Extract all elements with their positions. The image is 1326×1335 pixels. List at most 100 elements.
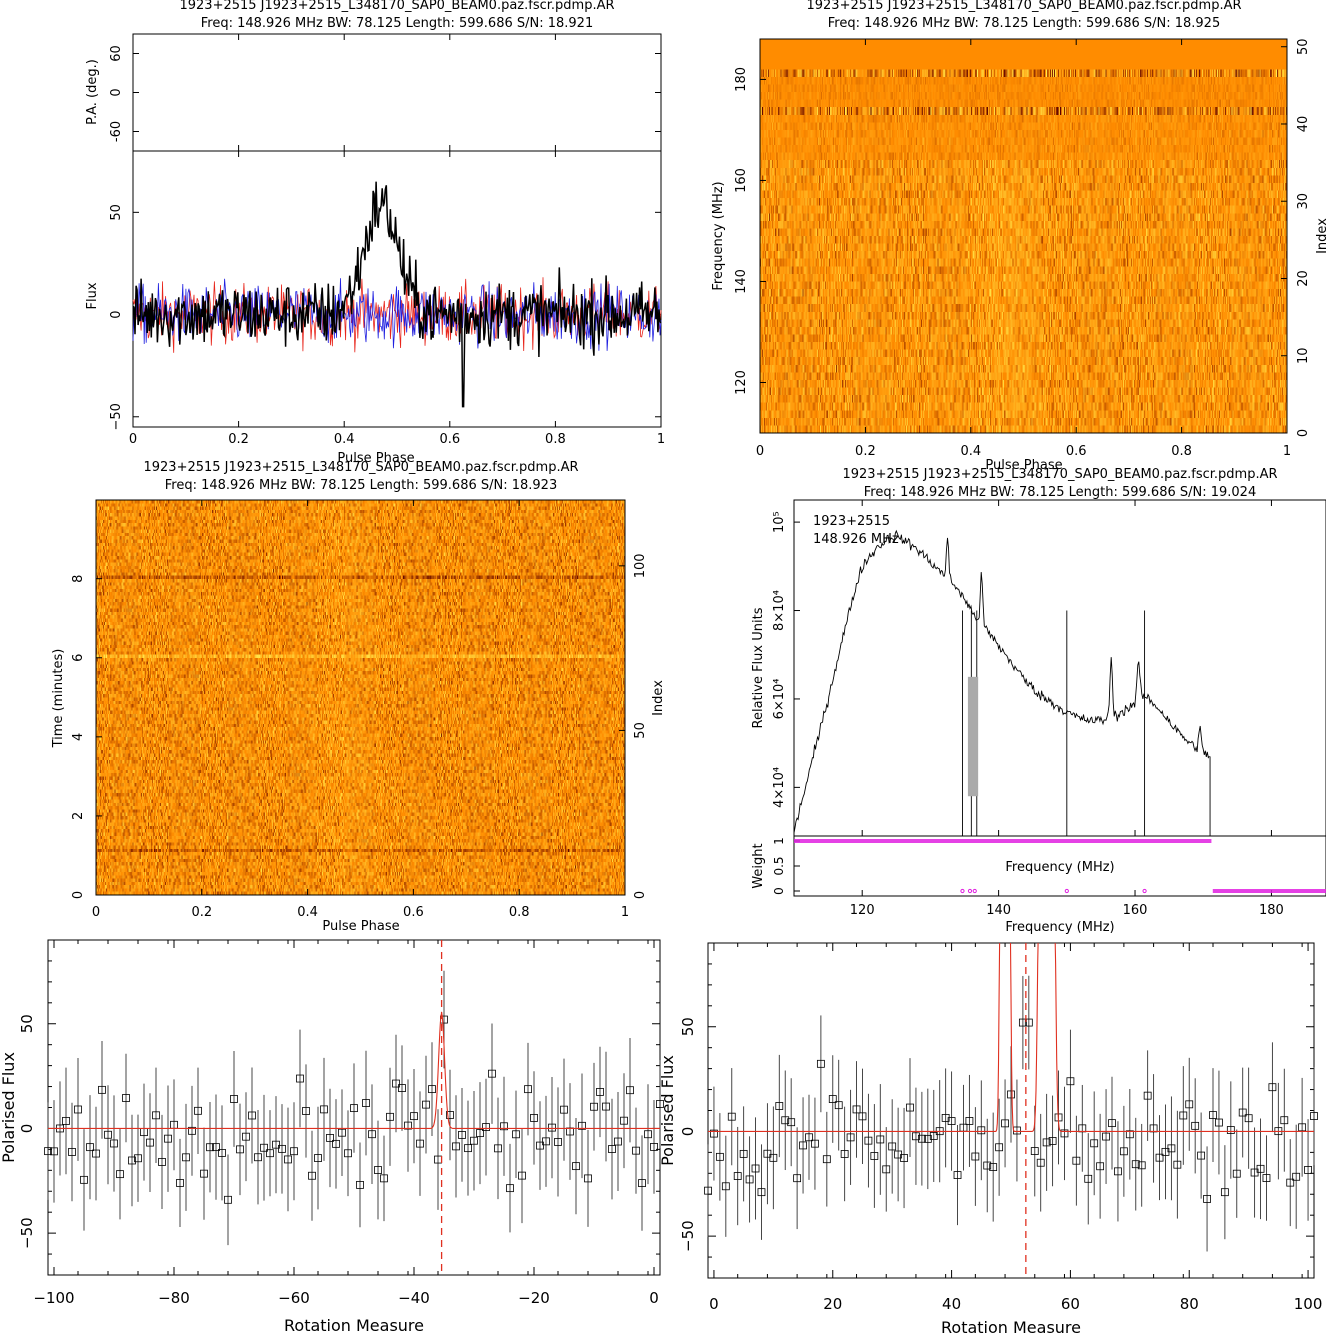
rm-negative-point	[548, 1123, 556, 1132]
rm-positive-point	[977, 1126, 986, 1135]
freq-phase-index-label: 50	[1296, 38, 1311, 55]
rm-negative-point	[380, 1174, 388, 1183]
time-phase-heatmap-image	[96, 500, 625, 895]
rm-positive-point	[721, 1182, 730, 1191]
rm-positive-point	[1042, 1138, 1051, 1147]
weights-ytick-label: 1	[772, 837, 786, 845]
weights-zero-point	[967, 888, 973, 894]
rm-positive-point	[1084, 1174, 1093, 1183]
rm-positive-point	[1096, 1162, 1105, 1171]
rm-positive-point	[870, 1152, 879, 1160]
freq-phase-subtitle: Freq: 148.926 MHz BW: 78.125 Length: 599…	[828, 16, 1220, 31]
freq-phase-xtick-label: 0.2	[855, 444, 876, 459]
rm-negative-point	[128, 1156, 136, 1165]
rm-positive-point	[727, 1112, 736, 1121]
rm-positive-point	[733, 1172, 742, 1180]
rm-negative-point	[314, 1154, 322, 1162]
rm-negative-panel: −100 −80 −60 −40 −20 0 −50 0 50 Polarised Flux Rot…	[0, 939, 664, 1335]
weights-ones-band	[794, 839, 1212, 843]
time-phase-xtick-label: 0.8	[509, 905, 530, 920]
rm-positive-point	[906, 1103, 914, 1112]
rm-positive-point	[1125, 1130, 1134, 1139]
rm-positive-point	[929, 1132, 938, 1140]
rm-positive-point	[965, 1117, 974, 1125]
rm-negative-point	[266, 1149, 274, 1158]
rm-negative-point	[386, 1112, 394, 1121]
time-phase-xtick-label: 0.4	[297, 905, 318, 920]
rm-negative-point	[326, 1134, 334, 1142]
rm-positive-point	[1060, 1129, 1069, 1138]
freq-phase-title: 1923+2515 J1923+2515_L348170_SAP0_BEAM0.…	[806, 0, 1241, 13]
bandpass-ytick-label: 4×10⁴	[772, 767, 787, 808]
profile-ylabel: Flux	[85, 282, 100, 309]
rm-positive-point	[989, 1163, 998, 1171]
rm-positive-point	[751, 1164, 760, 1173]
rm-positive-point	[1090, 1139, 1099, 1148]
rm-positive-point	[775, 1102, 784, 1110]
rm-negative-point	[62, 1116, 70, 1125]
rm-negative-point	[212, 1143, 220, 1152]
rm-negative-point	[530, 1114, 538, 1122]
profile-ytick-label: 50	[109, 204, 124, 221]
rm-positive-point	[828, 1095, 837, 1103]
rm-negative-point	[512, 1130, 520, 1139]
freq-phase-index-label: 0	[1296, 429, 1311, 437]
rm-negative-point	[470, 1136, 478, 1145]
rm-positive-point	[1024, 1018, 1033, 1027]
freq-phase-xtick-label: 1	[1283, 444, 1291, 459]
freq-phase-index-label: 40	[1296, 116, 1311, 133]
rm-negative-point	[86, 1143, 94, 1152]
rm-positive-ytick-label: −50	[679, 1220, 697, 1252]
rm-positive-xtick-label: 80	[1180, 1295, 1199, 1313]
rm-negative-point	[290, 1147, 298, 1156]
bandpass-ylabel: Relative Flux Units	[751, 607, 766, 728]
rm-positive-point	[888, 1142, 897, 1151]
bandpass-ytick-label: 6×10⁴	[772, 678, 787, 719]
rm-negative-point	[410, 1112, 418, 1121]
rm-negative-point	[104, 1130, 112, 1139]
rm-positive-point	[834, 1101, 843, 1110]
freq-phase-xtick-label: 0	[756, 444, 764, 459]
time-phase-index-label: 100	[633, 553, 648, 578]
rm-positive-point	[882, 1165, 891, 1174]
profile-xtick-label: 1	[657, 432, 665, 447]
rm-positive-point	[739, 1149, 748, 1158]
weights-ytick-label: 0.5	[772, 856, 786, 875]
rm-negative-point	[518, 1171, 526, 1180]
rm-negative-point	[350, 1104, 358, 1113]
rm-positive-point	[1108, 1119, 1116, 1128]
rm-positive-point	[763, 1149, 772, 1158]
rm-positive-ytick-label: 0	[679, 1127, 697, 1137]
bandpass-header: 1923+2515 J1923+2515_L348170_SAP0_BEAM0.…	[842, 467, 1277, 500]
rm-negative-point	[572, 1162, 580, 1171]
rm-positive-point	[1001, 1119, 1009, 1128]
freq-phase-ytick-label: 120	[734, 370, 749, 395]
rm-positive-point	[1185, 1100, 1194, 1109]
time-phase-xtick-label: 0.6	[403, 905, 424, 920]
rm-positive-point	[947, 1117, 956, 1125]
rm-negative-point	[146, 1138, 154, 1147]
rm-negative-point	[182, 1153, 190, 1162]
rm-negative-xtick-label: −80	[158, 1289, 190, 1307]
rm-negative-point	[596, 1088, 604, 1096]
rm-negative-point	[284, 1155, 292, 1164]
freq-phase-header: 1923+2515 J1923+2515_L348170_SAP0_BEAM0.…	[806, 0, 1241, 31]
rm-positive-point	[1232, 1169, 1241, 1178]
bandpass-title: 1923+2515 J1923+2515_L348170_SAP0_BEAM0.…	[842, 467, 1277, 482]
bandpass-panel: 4×10⁴ 6×10⁴ 8×10⁴ 10⁵ Relative Flux Units 0 0.…	[751, 499, 1326, 935]
rm-negative-point	[458, 1131, 466, 1139]
weights-zeros-band	[1212, 889, 1326, 893]
rm-negative-point	[374, 1166, 382, 1174]
rm-positive-point	[704, 1186, 712, 1195]
rm-positive-point	[995, 1143, 1004, 1152]
rm-positive-point	[923, 1134, 932, 1143]
rm-positive-point	[787, 1118, 796, 1127]
rm-negative-point	[614, 1137, 622, 1146]
weights-inner-xlabel: Frequency (MHz)	[1005, 860, 1114, 875]
rm-negative-point	[230, 1095, 238, 1103]
rm-negative-ytick-label: 50	[18, 1014, 36, 1033]
weights-ylabel: Weight	[751, 843, 766, 888]
time-phase-right-label: Index	[651, 680, 666, 716]
rm-positive-point	[1048, 1137, 1057, 1145]
rm-negative-point	[332, 1139, 340, 1148]
